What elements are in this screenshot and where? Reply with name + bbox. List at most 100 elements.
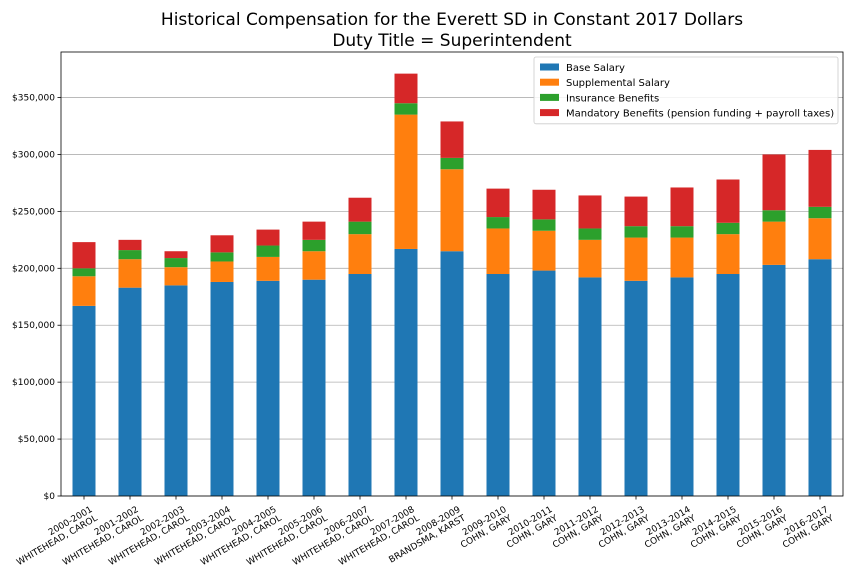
bar-segment [72,268,96,277]
bar-segment [302,239,326,252]
bar-segment [762,221,786,265]
bar-segment [532,219,556,231]
bar-segment [394,114,418,249]
bar-segment [808,218,832,260]
bar-segment [578,239,602,278]
bar-segment [486,188,510,218]
bar-segment [532,189,556,220]
y-tick-label: $350,000 [12,94,55,104]
bars [72,73,832,496]
bar-segment [624,237,648,281]
bar-segment [762,210,786,222]
legend: Base Salary Supplemental Salary Insurance … [533,56,839,125]
legend-label: Base Salary [566,63,625,74]
bar-segment [624,226,648,238]
y-tick-label: $200,000 [12,264,55,274]
bar-segment [118,259,142,288]
bar-segment [670,187,694,227]
y-tick-label: $0 [44,492,56,502]
bar-segment [348,234,372,274]
bar-segment [210,261,234,282]
bar-segment [624,280,648,496]
y-tick-label: $100,000 [12,378,55,388]
bar-segment [670,237,694,278]
bar-segment [210,281,234,496]
bar-segment [578,195,602,229]
bar-segment [808,206,832,219]
bar-segment [210,235,234,253]
bar-segment [394,73,418,104]
legend-box [533,56,839,125]
bar-segment [670,277,694,496]
legend-swatch [540,109,559,117]
bar-segment [716,274,740,496]
bar-segment [532,270,556,496]
y-tick-label: $250,000 [12,207,55,217]
chart-title: Historical Compensation for the Everett … [161,10,743,30]
bar-segment [118,287,142,496]
bar-segment [670,226,694,238]
chart-subtitle: Duty Title = Superintendent [332,31,572,51]
bar-segment [440,157,464,170]
x-tick-label: 2014-2015COHN, GARY [684,505,744,551]
bar-segment [256,229,280,246]
x-tick-label-line: WHITEHEAD, CAROL [15,514,99,568]
x-tick-label: 2015-2016COHN, GARY [730,505,790,551]
bar-segment [532,230,556,271]
y-tick-label: $300,000 [12,150,55,160]
bar-segment [72,242,96,269]
bar-segment [440,121,464,158]
y-tick-label: $150,000 [12,321,55,331]
bar-segment [256,256,280,281]
bar-segment [440,169,464,252]
bar-segment [164,258,188,268]
x-tick-label: 2016-2017COHN, GARY [776,505,836,551]
legend-swatch [540,63,559,71]
x-tick-label: 2013-2014COHN, GARY [638,505,698,551]
legend-swatch [540,78,559,86]
bar-segment [394,103,418,115]
bar-segment [256,280,280,496]
bar-segment [210,252,234,262]
bar-segment [394,248,418,496]
y-axis: $0 $50,000 $100,000 $150,000 $200,000 $250,00… [12,94,61,502]
legend-label: Supplemental Salary [566,78,670,89]
legend-label: Insurance Benefits [566,93,659,104]
bar-segment [808,259,832,496]
bar-segment [440,251,464,496]
bar-segment [118,250,142,260]
bar-segment [808,149,832,207]
bar-segment [762,154,786,211]
legend-swatch [540,93,559,101]
bar-segment [348,221,372,235]
bar-segment [624,196,648,227]
bar-segment [164,251,188,259]
bar-segment [578,228,602,240]
bar-segment [762,264,786,496]
x-tick-label: 2010-2011COHN, GARY [500,505,560,551]
bar-segment [486,217,510,229]
bar-segment [348,274,372,496]
x-tick-label: 2000-2001WHITEHEAD, CAROL [10,505,99,568]
legend-label: Mandatory Benefits (pension funding + pa… [566,109,834,120]
bar-segment [118,239,142,251]
bar-segment [164,285,188,496]
bar-segment [164,267,188,286]
x-tick-label: 2012-2013COHN, GARY [592,505,652,551]
x-tick-label: 2011-2012COHN, GARY [546,505,606,551]
bar-segment [302,279,326,496]
bar-segment [716,179,740,223]
bar-segment [256,245,280,257]
bar-segment [72,305,96,496]
y-tick-label: $50,000 [18,435,55,445]
bar-segment [716,222,740,235]
x-tick-label: 2009-2010COHN, GARY [454,505,514,551]
bar-segment [486,228,510,274]
bar-segment [716,234,740,274]
bar-segment [302,251,326,280]
bar-segment [486,274,510,496]
bar-segment [72,276,96,306]
x-axis: 2000-2001WHITEHEAD, CAROL2001-2002WHITEH… [10,496,836,568]
bar-segment [578,277,602,496]
